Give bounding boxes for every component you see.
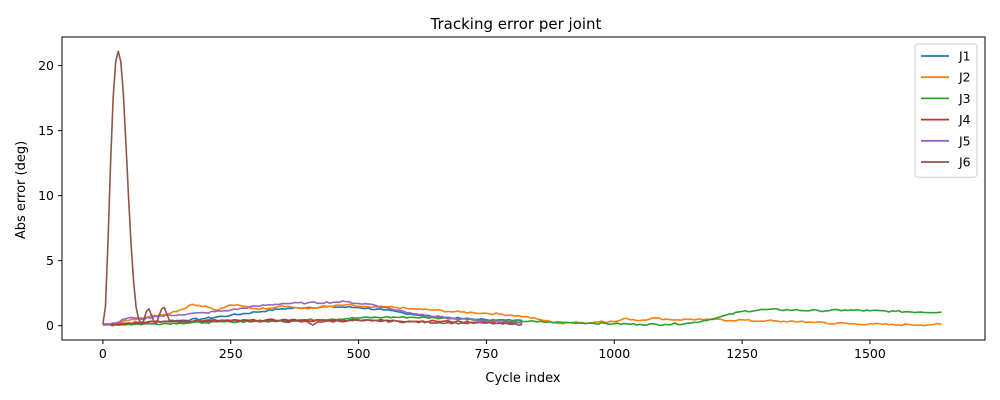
y-tick-label: 10 — [38, 188, 54, 203]
x-tick-label: 750 — [474, 346, 498, 361]
x-tick-label: 250 — [219, 346, 243, 361]
legend-label-j2: J2 — [958, 70, 971, 85]
series-line-j2 — [102, 303, 942, 327]
legend-label-j5: J5 — [958, 133, 971, 148]
x-tick-label: 1000 — [598, 346, 630, 361]
y-tick-label: 5 — [46, 253, 54, 268]
x-tick-label: 0 — [99, 346, 107, 361]
series-line-j5 — [102, 300, 523, 326]
legend-label-j3: J3 — [958, 91, 971, 106]
x-tick-label: 1250 — [726, 346, 758, 361]
x-tick-label: 500 — [347, 346, 371, 361]
axes-frame — [61, 36, 986, 341]
x-tick-label: 1500 — [854, 346, 886, 361]
plot-area: 0 250 500 750 1000 1250 1500 0 5 10 15 20 — [38, 36, 986, 361]
legend-label-j1: J1 — [958, 49, 971, 64]
legend: J1 J2 J3 J4 J5 J6 — [914, 43, 978, 178]
y-tick-label: 15 — [38, 123, 54, 138]
legend-label-j4: J4 — [958, 112, 971, 127]
legend-label-j6: J6 — [958, 155, 971, 170]
series-line-j6 — [102, 50, 523, 327]
y-axis-label: Abs error (deg) — [14, 141, 29, 239]
chart-title: Tracking error per joint — [430, 15, 602, 33]
x-axis-label: Cycle index — [485, 371, 561, 386]
series-line-j3 — [102, 307, 942, 327]
y-tick-label: 20 — [38, 58, 54, 73]
y-tick-label: 0 — [46, 318, 54, 333]
